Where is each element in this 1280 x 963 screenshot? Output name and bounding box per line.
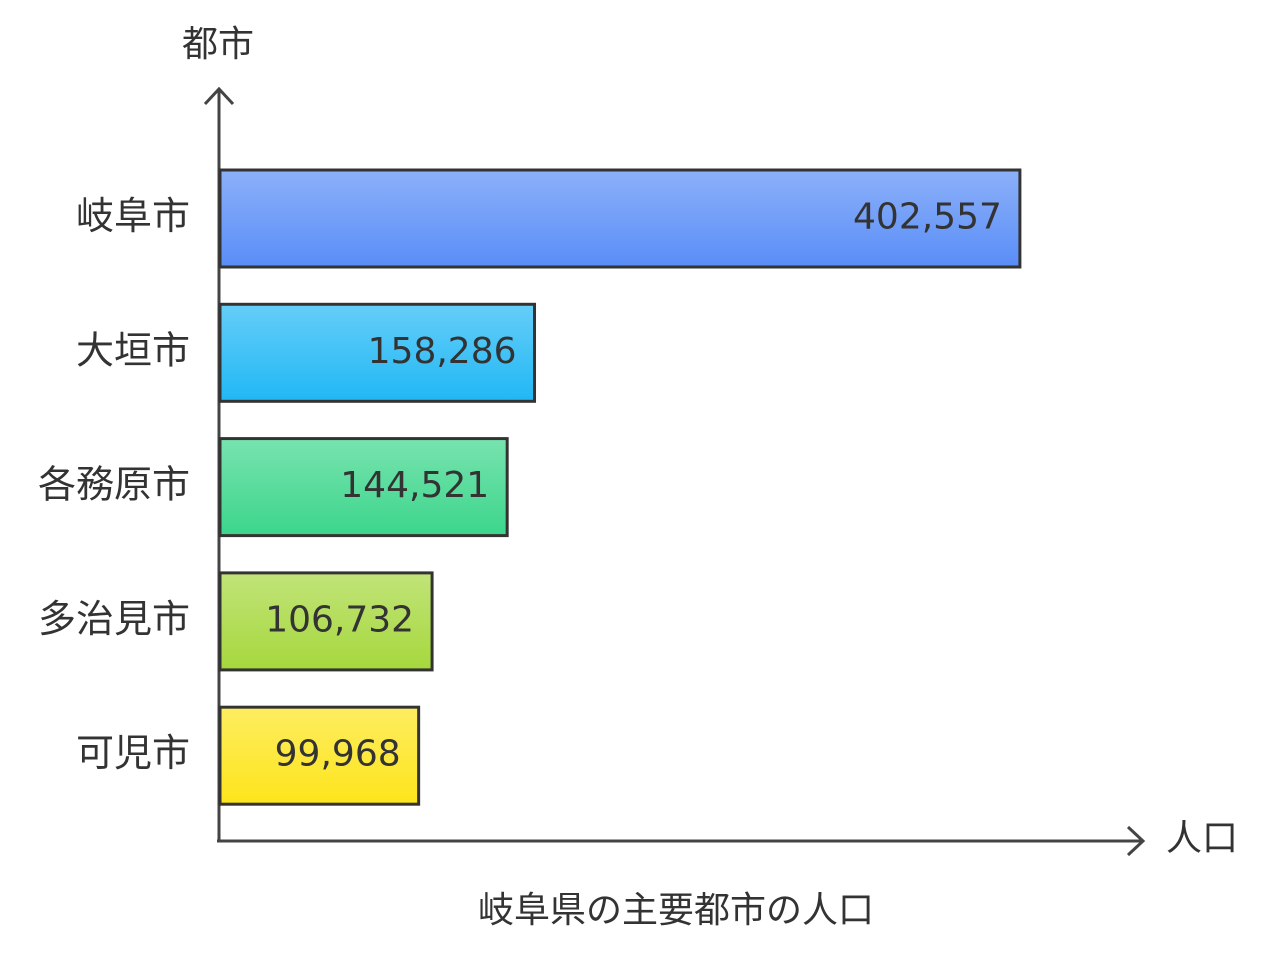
bar-shine (221, 708, 418, 803)
category-label: 多治見市 (38, 597, 190, 641)
category-label: 岐阜市 (76, 194, 190, 238)
value-label: 158,286 (368, 331, 517, 372)
bar-shine (221, 574, 431, 669)
category-label: 可児市 (76, 731, 190, 775)
y-axis-label: 都市 (182, 24, 254, 65)
value-label: 106,732 (265, 599, 414, 640)
y-axis-arrow (203, 86, 235, 106)
value-label: 144,521 (340, 465, 489, 506)
bar-shine (221, 171, 1019, 266)
bar-shine (221, 440, 506, 535)
category-label: 各務原市 (38, 463, 190, 507)
x-axis-label: 人口 (1166, 818, 1238, 859)
value-label: 402,557 (853, 197, 1002, 238)
value-label: 99,968 (275, 734, 401, 775)
bar-shine (221, 305, 534, 400)
x-axis-arrow (1126, 825, 1146, 857)
chart-title: 岐阜県の主要都市の人口 (478, 890, 874, 931)
category-label: 大垣市 (76, 328, 190, 372)
